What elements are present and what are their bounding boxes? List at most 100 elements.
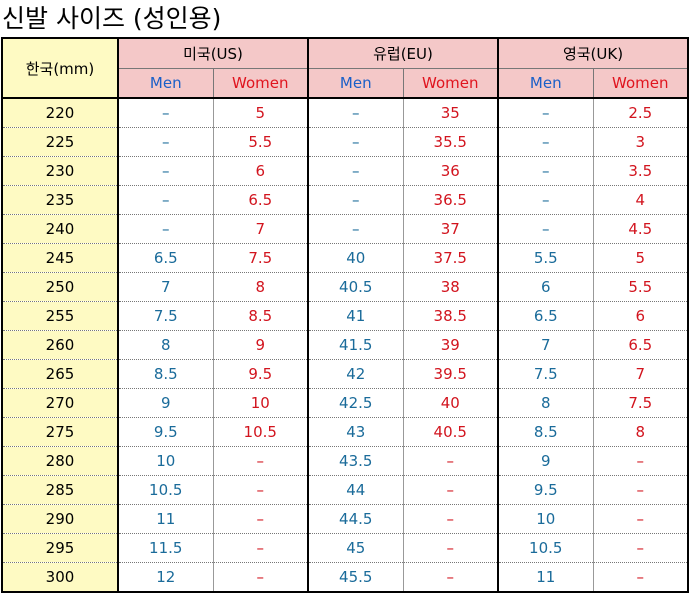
table-row: 270 9 10 42.5 40 8 7.5 [1,388,689,418]
eu-women-cell: – [403,533,499,563]
table-row: 240–7–37–4.5 [1,214,689,244]
eu-men-cell: 44.5 [308,504,404,534]
uk-women-cell: 5.5 [593,272,689,302]
uk-men-cell: – [498,214,594,244]
us-women-cell: 7 [213,214,309,244]
us-men-cell: – [118,185,214,215]
table-row: 235–6.5–36.5–4 [1,185,689,215]
uk-women-cell: – [593,504,689,534]
uk-women-cell: 7 [593,359,689,389]
us-women-cell: 5 [213,98,309,128]
gender-header-row: Men Women Men Women Men Women [2,68,689,99]
table-row: 250 7 8 40.5 38 6 5.5 [1,272,689,302]
eu-women-cell: 35 [403,98,499,128]
region-header-row: 한국(mm) 미국(US) 유럽(EU) 영국(UK) [1,37,689,99]
korea-size-cell: 235 [1,185,119,215]
eu-women-header: Women [403,68,499,99]
us-men-cell: 8 [118,330,214,360]
us-men-cell: 9 [118,388,214,418]
uk-header: 영국(UK) [498,37,689,69]
eu-men-cell: 40.5 [308,272,404,302]
table-row: 245 6.5 7.5 40 37.5 5.5 5 [1,243,689,273]
table-row: 295 11.5–45–10.5– [1,533,689,563]
us-women-cell: 6 [213,156,309,186]
korea-size-cell: 280 [1,446,119,476]
eu-women-cell: 38.5 [403,301,499,331]
korea-size-header: 한국(mm) [1,37,119,99]
eu-men-cell: 45 [308,533,404,563]
korea-size-cell: 225 [1,127,119,157]
eu-men-cell: – [308,127,404,157]
uk-women-cell: – [593,533,689,563]
eu-women-cell: 36.5 [403,185,499,215]
korea-size-cell: 255 [1,301,119,331]
us-men-cell: 6.5 [118,243,214,273]
korea-size-cell: 220 [1,98,119,128]
us-men-cell: 10 [118,446,214,476]
us-women-cell: – [213,533,309,563]
korea-size-cell: 285 [1,475,119,505]
korea-size-cell: 290 [1,504,119,534]
eu-men-cell: 43.5 [308,446,404,476]
eu-men-cell: 42.5 [308,388,404,418]
eu-men-cell: 45.5 [308,562,404,593]
eu-men-cell: 42 [308,359,404,389]
korea-size-cell: 295 [1,533,119,563]
table-row: 220–5–35–2.5 [1,98,689,128]
uk-men-cell: 8.5 [498,417,594,447]
uk-women-cell: 4 [593,185,689,215]
us-women-cell: – [213,475,309,505]
korea-size-cell: 265 [1,359,119,389]
uk-men-cell: 9.5 [498,475,594,505]
korea-size-cell: 275 [1,417,119,447]
eu-men-cell: – [308,185,404,215]
us-men-cell: 7 [118,272,214,302]
uk-men-cell: – [498,185,594,215]
uk-women-header: Women [593,68,689,99]
us-men-cell: 7.5 [118,301,214,331]
korea-size-cell: 270 [1,388,119,418]
us-women-cell: – [213,562,309,593]
us-men-cell: – [118,156,214,186]
eu-men-cell: 44 [308,475,404,505]
uk-women-cell: 6.5 [593,330,689,360]
us-women-header: Women [213,68,309,99]
uk-men-cell: – [498,127,594,157]
eu-men-cell: – [308,98,404,128]
eu-men-cell: – [308,214,404,244]
uk-men-header: Men [498,68,594,99]
table-row: 285 10.5–44–9.5– [1,475,689,505]
korea-size-cell: 250 [1,272,119,302]
uk-women-cell: 3.5 [593,156,689,186]
eu-men-cell: 40 [308,243,404,273]
table-row: 300 12–45.5–11– [1,562,689,593]
uk-men-cell: 7.5 [498,359,594,389]
eu-women-cell: 40 [403,388,499,418]
uk-men-cell: 5.5 [498,243,594,273]
eu-men-cell: 41.5 [308,330,404,360]
eu-women-cell: – [403,562,499,593]
us-men-cell: – [118,214,214,244]
table-row: 275 9.5 10.5 43 40.5 8.5 8 [1,417,689,447]
us-women-cell: 9.5 [213,359,309,389]
us-women-cell: 9 [213,330,309,360]
uk-women-cell: 4.5 [593,214,689,244]
us-men-header: Men [118,68,214,99]
us-men-cell: 10.5 [118,475,214,505]
table-row: 255 7.5 8.5 41 38.5 6.5 6 [1,301,689,331]
eu-women-cell: 39.5 [403,359,499,389]
uk-men-cell: 9 [498,446,594,476]
us-men-cell: 12 [118,562,214,593]
us-men-cell: 11 [118,504,214,534]
page-title: 신발 사이즈 (성인용) [2,4,222,33]
uk-men-cell: 11 [498,562,594,593]
eu-men-cell: – [308,156,404,186]
eu-women-cell: – [403,504,499,534]
uk-women-cell: 3 [593,127,689,157]
us-women-cell: 7.5 [213,243,309,273]
us-women-cell: 5.5 [213,127,309,157]
uk-men-cell: 10 [498,504,594,534]
table-row: 290 11–44.5–10– [1,504,689,534]
korea-size-cell: 230 [1,156,119,186]
eu-women-cell: 37 [403,214,499,244]
